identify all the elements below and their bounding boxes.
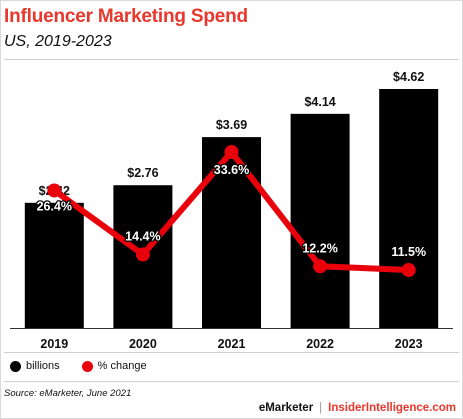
percent-change-label-2023: 11.5% [391, 245, 426, 259]
combo-chart: $2.42$2.76$3.69$4.14$4.6226.4%14.4%33.6%… [10, 70, 453, 351]
legend-label-billions: billions [26, 360, 60, 372]
bar-value-label-2023: $4.62 [393, 70, 424, 84]
percent-change-point-2022 [313, 259, 328, 274]
legend-swatch-percent-change [81, 360, 93, 372]
legend-swatch-billions [10, 360, 21, 372]
percent-change-point-2019 [47, 183, 62, 198]
percent-change-label-2019: 26.4% [37, 199, 72, 213]
x-tick-label-2020: 2020 [129, 337, 157, 351]
percent-change-label-2021: 33.6% [214, 163, 249, 177]
bar-value-label-2021: $3.69 [216, 118, 247, 132]
bar-2023 [379, 89, 439, 328]
bar-value-label-2022: $4.14 [304, 95, 335, 109]
x-tick-label-2023: 2023 [395, 337, 423, 351]
bar-2021 [202, 137, 261, 328]
footer-separator: | [319, 402, 323, 414]
x-tick-label-2019: 2019 [40, 337, 68, 351]
legend-label-percent-change: % change [97, 360, 147, 372]
footer-site: InsiderIntelligence.com [328, 402, 456, 414]
percent-change-point-2023 [401, 263, 416, 277]
legend-item-percent-change: % change [81, 360, 147, 372]
bar-2022 [290, 113, 350, 328]
percent-change-point-2020 [135, 247, 150, 262]
footer: eMarketer | InsiderIntelligence.com [259, 402, 456, 414]
source-divider [4, 381, 459, 382]
legend: billions % change [10, 360, 169, 372]
footer-brand: eMarketer [258, 402, 314, 414]
x-tick-label-2022: 2022 [306, 337, 334, 351]
bar-2019 [24, 202, 84, 328]
percent-change-label-2020: 14.4% [125, 230, 160, 244]
chart-subtitle: US, 2019-2023 [4, 33, 112, 50]
source-note: Source: eMarketer, June 2021 [4, 388, 132, 399]
legend-item-billions: billions [10, 360, 60, 372]
chart-title: Influencer Marketing Spend [4, 6, 248, 27]
legend-divider [4, 352, 459, 353]
percent-change-point-2021 [224, 145, 239, 159]
bar-value-label-2020: $2.76 [127, 166, 158, 180]
x-tick-label-2021: 2021 [218, 337, 246, 351]
header-divider [4, 59, 459, 60]
percent-change-label-2022: 12.2% [302, 241, 337, 255]
